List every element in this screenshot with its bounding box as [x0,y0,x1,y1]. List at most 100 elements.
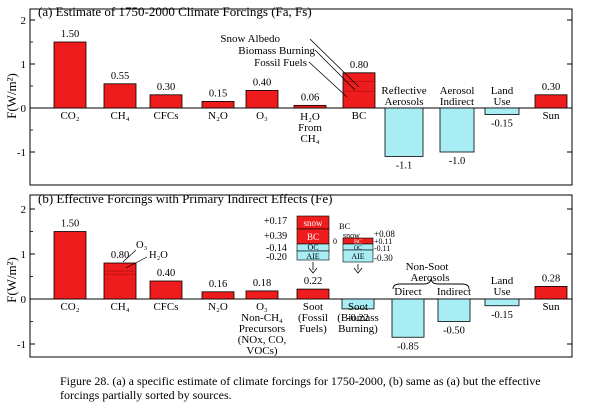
bar-2 [149,94,183,109]
caption-line-2: forcings partially sorted by sources. [60,388,232,402]
bar-0 [53,231,87,300]
category-label-5-0: H₂O [300,111,320,123]
value-label-1: 0.55 [111,71,129,82]
biomass-snow-label: snow [343,231,360,240]
category-label-8-0: Indirect [437,286,471,298]
bar-7 [384,107,424,157]
category-label-4-0: O₃ [256,301,268,313]
bar-5 [293,104,327,109]
category-label-4-2: Precursors [239,323,285,335]
fossil-oc-box-label: OC [307,243,318,252]
panel-b-bars [53,231,568,338]
ch4-o3-leader [122,249,137,263]
category-label-5-2: Fuels) [299,323,327,335]
non-soot-label-2: Aerosols [410,272,449,284]
ch4-h2o-label: H₂O [149,250,168,261]
category-label-4-3: (NOx, CO, [238,334,287,346]
biomass-zero-label: 0 [333,237,337,246]
category-label-8-1: Indirect [440,96,474,108]
category-label-5-1: (Fossil [298,312,328,324]
category-label-4-4: VOCs) [246,345,278,357]
value-label-6: -0.22 [347,313,369,324]
category-label-9-1: Use [493,286,510,298]
bar-4 [245,290,279,300]
value-label-10: 0.28 [542,273,560,284]
value-label-3: 0.15 [209,88,227,99]
fossil-snow-value: +0.17 [264,216,287,227]
value-label-2: 0.30 [157,82,175,93]
panel-a-ylabel: F(W/m²) [4,73,19,119]
fossil-bc-box-label: BC [307,232,319,242]
category-label-2-0: CFCs [153,110,178,122]
value-label-8: -0.50 [443,326,465,337]
bar-6 [341,298,375,310]
panel-a-labels: 1.50 0.55 0.30 0.15 0.40 0.06 0.80 -1.1 -1.0 -0.1… [60,29,560,171]
category-label-4-0: O₃ [256,110,268,122]
category-label-3-0: N₂O [208,110,228,122]
bar-10 [534,94,568,109]
category-label-9-1: Use [493,96,510,108]
category-label-5-1: From [298,122,322,134]
bar-10 [534,285,568,300]
bar-6 [342,72,376,109]
ch4-h2o-leader [125,256,148,269]
fossil-soot-breakdown: +0.17 +0.39 -0.14 -0.20 snow BC OC AIE [264,215,330,274]
value-label-3: 0.16 [209,279,227,290]
category-label-0-0: CO₂ [60,110,79,122]
category-label-7-0: Reflective [381,85,426,97]
category-label-9-0: Land [491,275,514,287]
category-label-10-0: Sun [542,301,560,313]
fossil-aie-value: -0.20 [266,252,287,263]
bar-3 [201,101,235,109]
y-tick-label: -1 [17,339,26,351]
caption-line-1: Figure 28. (a) a specific estimate of cl… [60,374,541,388]
panel-b-axis: 2 1 0 -1 [17,204,572,351]
category-label-7-0: Direct [394,286,421,298]
non-soot-brace [392,278,470,290]
ch4-o3-label: O₃ [136,240,148,251]
category-label-3-0: N₂O [208,301,228,313]
category-label-2-0: CFCs [153,301,178,313]
category-label-5-2: CH₄ [300,133,319,145]
value-label-2: 0.40 [157,268,175,279]
value-label-4: 0.18 [253,278,271,289]
category-label-9-0: Land [491,85,514,97]
bar-8 [439,107,475,153]
value-label-6: 0.80 [350,60,368,71]
category-label-6-0: BC [352,110,367,122]
biomass-soot-breakdown: BC snow BC OC AIE +0.08 +0.11 -0.11 -0.3… [333,221,395,274]
y-tick-label: 0 [21,294,27,306]
leader-line-fossil [308,61,348,98]
bar-1 [103,83,137,109]
panel-a: (a) Estimate of 1750-2000 Climate Forcin… [4,4,573,186]
panel-a-frame [29,8,573,186]
panel-b-frame [29,194,573,358]
fossil-oc-value: -0.14 [266,243,287,254]
leader-line-biomass [314,49,356,91]
category-label-1-0: CH₄ [110,110,129,122]
biomass-minus030: -0.30 [374,253,393,263]
category-label-7-1: Aerosols [384,96,423,108]
value-label-5: 0.06 [301,92,319,103]
biomass-aie-box [342,249,374,263]
bar-8 [437,298,471,322]
category-label-6-1: (Biomass [337,312,379,324]
value-label-1: 0.80 [111,250,129,261]
bar-9 [484,298,520,307]
annotation-snow-albedo: Snow Albedo [220,33,280,45]
value-label-8: -1.0 [449,156,466,167]
bar-4 [245,90,279,109]
panel-b-labels: 1.50 0.80 0.40 0.16 0.18 0.22 -0.22 -0.85 -0.50 -… [60,219,560,358]
category-label-6-2: Burning) [338,323,378,335]
biomass-oc-box-label: OC [354,246,362,252]
panel-b-title: (b) Effective Forcings with Primary Indi… [38,191,332,206]
panel-b-ylabel: F(W/m²) [4,257,19,303]
category-label-1-0: CH₄ [110,301,129,313]
biomass-minus011: -0.11 [374,244,390,253]
biomass-bc-box-label: BC [354,240,362,246]
fossil-aie-box [296,250,330,261]
category-label-0-0: CO₂ [60,301,79,313]
category-label-4-1: Non-CH₄ [241,312,283,324]
fossil-snow-box-label: snow [303,218,323,228]
category-label-8-0: Aerosol [440,85,475,97]
